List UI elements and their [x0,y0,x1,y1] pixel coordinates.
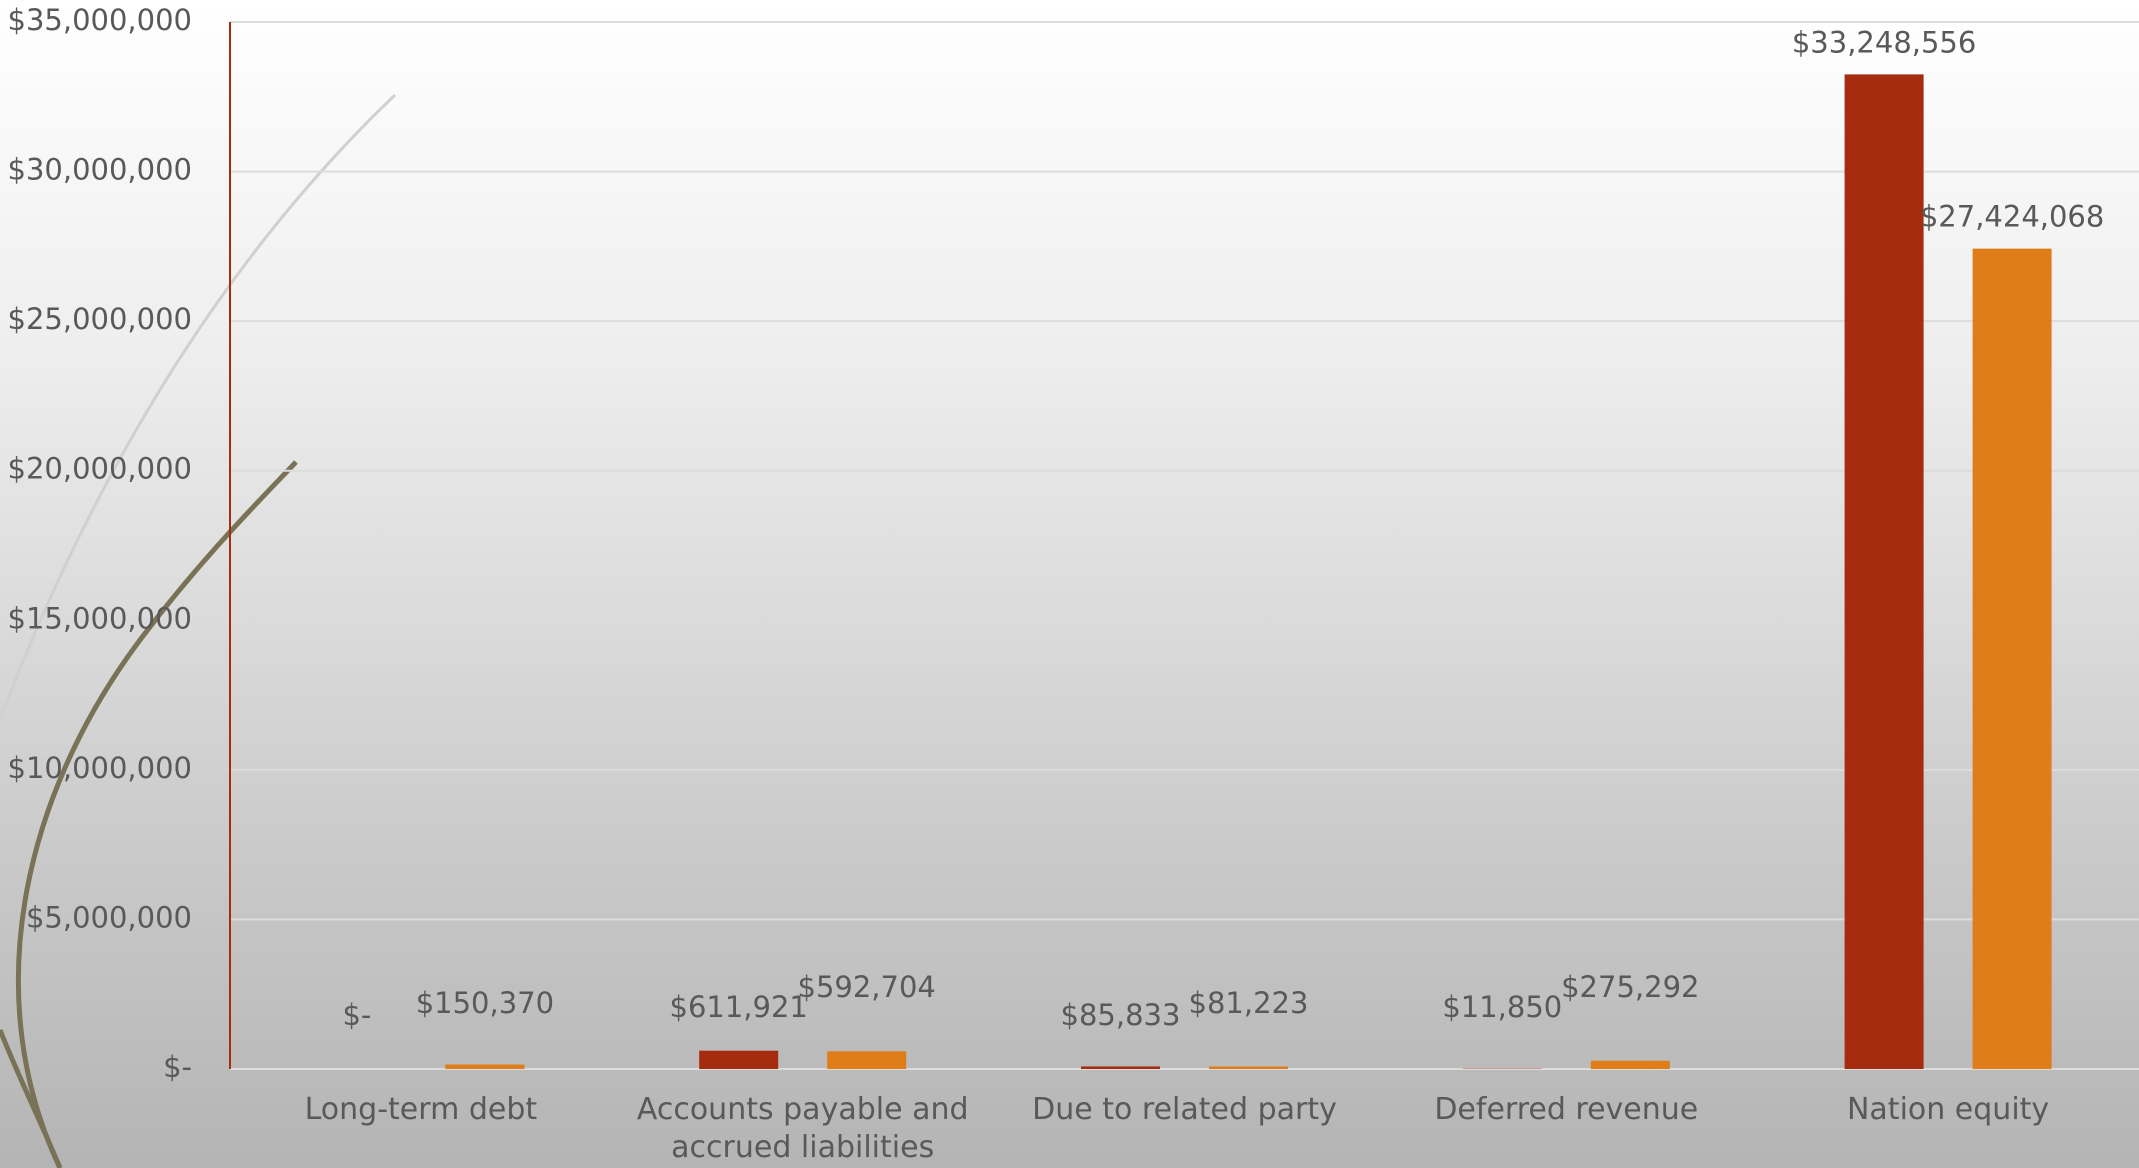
x-tick-label: Due to related party [1032,1092,1337,1127]
x-tick-label: Long-term debt [304,1092,538,1127]
y-tick-label: $30,000,000 [8,153,193,187]
y-tick-label: $25,000,000 [8,302,193,336]
y-tick-label: $- [163,1050,192,1084]
x-tick-label: Nation equity [1846,1092,2050,1127]
value-label: $27,424,068 [1920,200,2105,234]
decor-curve [15,460,298,1168]
bar [1972,248,2052,1069]
bar [1844,74,1924,1070]
decor-curve [0,93,397,721]
value-label: $611,921 [670,990,808,1024]
value-label: $150,370 [416,986,554,1020]
value-label: $592,704 [798,970,936,1004]
bar [827,1051,907,1069]
bar [1081,1066,1160,1069]
bar [445,1064,525,1069]
y-tick-label: $5,000,000 [26,900,192,934]
value-label: $- [342,998,371,1032]
y-tick-label: $20,000,000 [8,452,193,486]
x-tick-label: Deferred revenue [1434,1092,1699,1127]
decor-curve [0,1029,63,1168]
x-tick-label: Accounts payable and accrued liabilities [636,1092,969,1165]
y-tick-label: $10,000,000 [8,751,193,785]
value-label: $275,292 [1561,970,1699,1004]
y-tick-label: $35,000,000 [8,3,193,37]
value-label: $33,248,556 [1792,25,1977,59]
value-label: $11,850 [1442,990,1562,1024]
bar [1209,1066,1288,1069]
y-tick-label: $15,000,000 [8,601,193,635]
value-label: $81,223 [1189,986,1309,1020]
value-label: $85,833 [1061,998,1181,1032]
bar [699,1050,779,1069]
bar [1590,1060,1670,1069]
